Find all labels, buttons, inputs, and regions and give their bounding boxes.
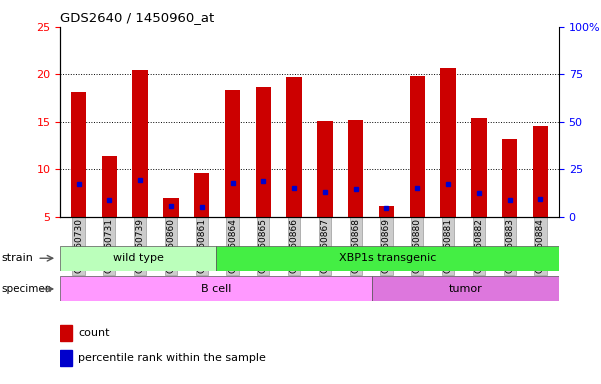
Text: wild type: wild type: [112, 253, 163, 263]
Bar: [532, 126, 548, 217]
Bar: [255, 87, 271, 217]
Bar: [379, 205, 394, 217]
Bar: [317, 121, 332, 217]
Bar: [471, 118, 487, 217]
Bar: [348, 120, 364, 217]
Text: B cell: B cell: [201, 284, 231, 294]
Text: GDS2640 / 1450960_at: GDS2640 / 1450960_at: [60, 11, 215, 24]
Bar: [287, 77, 302, 217]
Text: percentile rank within the sample: percentile rank within the sample: [78, 353, 266, 363]
Text: specimen: specimen: [1, 284, 52, 294]
Bar: [163, 198, 178, 217]
Bar: [216, 246, 559, 271]
Bar: [60, 246, 216, 271]
Bar: [372, 276, 559, 301]
Text: tumor: tumor: [448, 284, 482, 294]
Bar: [502, 139, 517, 217]
Bar: [102, 156, 117, 217]
Bar: [71, 91, 87, 217]
Bar: [132, 70, 148, 217]
Bar: [225, 89, 240, 217]
Text: count: count: [78, 328, 109, 338]
Bar: [194, 173, 209, 217]
Bar: [410, 76, 425, 217]
Text: strain: strain: [1, 253, 33, 263]
Bar: [60, 350, 72, 366]
Bar: [441, 68, 456, 217]
Bar: [60, 276, 372, 301]
Text: XBP1s transgenic: XBP1s transgenic: [339, 253, 436, 263]
Bar: [60, 325, 72, 341]
